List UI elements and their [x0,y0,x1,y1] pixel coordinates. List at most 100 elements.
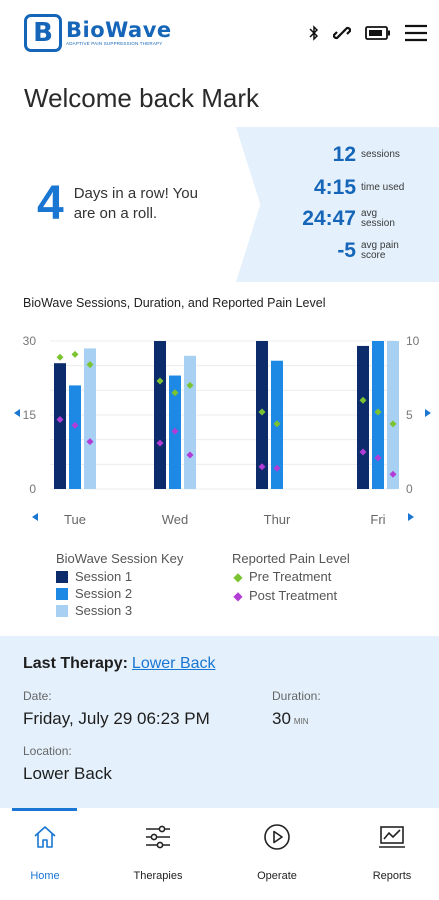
nav-operate[interactable]: Operate [232,822,322,882]
x-axis-label: Wed [162,512,189,527]
pain-legend: Reported Pain Level ◆ Pre Treatment ◆ Po… [232,551,350,604]
point-post-treatment [374,454,382,462]
app-header: B BioWave ADAPTIVE PAIN SUPPRESSION THER… [0,0,439,66]
nav-label: Home [30,870,60,882]
legend-label: Session 1 [75,569,133,584]
bar-session-3 [184,355,196,489]
location-label: Location: [23,744,72,758]
logo-letter: B [24,14,62,52]
chart-canvas: 30 15 0 10 5 0 Tue Wed Thur Fri [14,334,431,527]
pre-treatment-marker: ◆ [233,569,243,584]
point-post-treatment [171,427,179,435]
legend-label: Post Treatment [249,588,338,603]
streak-message: Days in a row! You are on a roll. [73,185,198,222]
post-treatment-marker: ◆ [233,588,243,603]
stat-unit: sessions [361,149,400,160]
nav-label: Reports [372,870,412,882]
point-pre-treatment [86,361,94,369]
stat-unit: avg pain score [361,240,399,261]
point-post-treatment [389,470,397,478]
point-post-treatment [71,421,79,429]
stat-unit: time used [361,182,405,193]
right-axis-arrow-icon [425,409,431,417]
legend-item-post-treatment: ◆ Post Treatment [232,587,350,604]
point-pre-treatment [258,408,266,416]
bar-session-3 [387,341,399,489]
date-value: Friday, July 29 06:23 PM [23,709,210,728]
point-pre-treatment [359,396,367,404]
stat-time-used: 4:15 time used [314,176,407,200]
bar-session-2 [69,385,81,489]
pain-legend-title: Reported Pain Level [232,551,350,566]
duration-value: 30 MIN [272,709,309,729]
stat-value: 24:47 [302,207,356,230]
point-post-treatment [56,415,64,423]
hamburger-menu-icon[interactable] [405,24,427,42]
scroll-right-icon [408,513,414,521]
bar-session-1 [357,345,369,489]
bluetooth-icon[interactable] [309,25,319,41]
last-therapy-link[interactable]: Lower Back [131,655,216,672]
point-pre-treatment [71,350,79,358]
bar-session-3 [84,348,96,489]
x-axis-label: Tue [64,512,86,527]
nav-home[interactable]: Home [0,822,90,882]
welcome-heading: Welcome back Mark [24,83,260,113]
point-pre-treatment [156,377,164,385]
streak-summary: 4 Days in a row! You are on a roll. [37,180,224,228]
legend-swatch [56,604,68,617]
date-label: Date: [23,689,52,703]
nav-reports[interactable]: Reports [347,822,437,882]
x-axis-label: Fri [370,512,385,527]
left-axis-arrow-icon [14,409,20,417]
link-icon[interactable] [333,25,351,41]
last-therapy-heading: Last Therapy: Lower Back [23,655,216,673]
active-tab-indicator [12,808,77,811]
session-legend-title: BioWave Session Key [56,551,184,566]
point-pre-treatment [56,353,64,361]
bar-session-1 [154,341,166,489]
nav-label: Operate [257,870,297,882]
right-axis-tick: 5 [406,408,413,422]
stat-value: 12 [332,143,356,166]
bar-session-1 [54,363,66,489]
legend-item-session-2: Session 2 [56,585,183,602]
point-pre-treatment [389,420,397,428]
duration-label: Duration: [272,689,321,703]
stat-avg-pain: -5 avg pain score [337,239,407,263]
legend-label: Pre Treatment [249,569,332,584]
last-therapy-label: Last Therapy: [23,655,128,672]
nav-therapies[interactable]: Therapies [113,822,203,882]
legend-item-session-3: Session 3 [56,602,183,619]
point-post-treatment [86,438,94,446]
home-icon [32,822,58,852]
sessions-chart: 30 15 0 10 5 0 Tue Wed Thur Fri [0,325,439,540]
nav-label: Therapies [133,870,183,882]
legend-label: Session 2 [75,586,133,601]
status-icons [309,24,427,42]
left-axis-tick: 30 [23,334,37,348]
play-circle-icon [263,822,291,852]
biowave-logo: B BioWave ADAPTIVE PAIN SUPPRESSION THER… [24,14,172,52]
point-pre-treatment [186,381,194,389]
point-pre-treatment [171,389,179,397]
chart-icon [378,822,406,852]
x-axis-label: Thur [264,512,291,527]
stat-value: 4:15 [313,176,356,199]
duration-unit: MIN [293,717,309,726]
last-therapy-card: Last Therapy: Lower Back Date: Friday, Ju… [0,636,439,808]
legend-item-session-1: Session 1 [56,568,183,585]
stat-unit: avg session [361,208,395,229]
battery-icon [365,26,391,40]
point-pre-treatment [273,420,281,428]
stats-panel: 12 sessions 4:15 time used 24:47 avg ses… [236,127,439,282]
point-post-treatment [359,448,367,456]
point-post-treatment [273,464,281,472]
location-value: Lower Back [23,764,112,783]
streak-days: 4 [37,177,64,230]
legend-swatch [56,587,68,600]
logo-tagline: ADAPTIVE PAIN SUPPRESSION THERAPY [66,41,163,46]
duration-number: 30 [272,709,291,728]
session-legend: BioWave Session Key Session 1 Session 2 … [56,551,183,619]
logo-name: BioWave [66,18,172,42]
